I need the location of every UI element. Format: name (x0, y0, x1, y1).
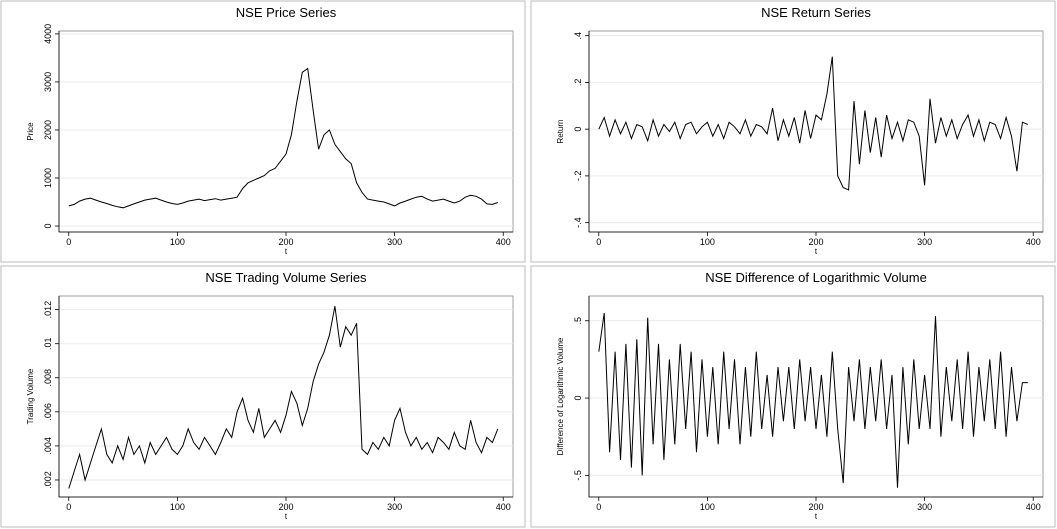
x-tick-label: 400 (1026, 237, 1041, 247)
y-tick-label: 0 (573, 127, 583, 132)
chart-title: NSE Trading Volume Series (205, 270, 367, 285)
panel: NSE Price Series 0 1000 2000 3000 4000 0 100 200… (0, 0, 526, 263)
x-tick-label: 400 (496, 502, 511, 512)
plot-area (588, 30, 1044, 233)
x-tick-label: 100 (700, 502, 715, 512)
y-tick-label: 1000 (43, 168, 53, 188)
y-tick-label: 0 (43, 224, 53, 229)
x-tick-label: 300 (917, 237, 932, 247)
x-tick-label: 300 (387, 237, 402, 247)
y-tick-label: .008 (43, 369, 53, 387)
x-tick-label: 0 (66, 237, 71, 247)
panel: NSE Trading Volume Series .002 .004 .006 .00… (0, 265, 526, 528)
x-axis-label: t (815, 512, 818, 521)
y-tick-label: 4000 (43, 24, 53, 44)
y-tick-label: .01 (43, 337, 53, 350)
y-tick-label: .002 (43, 471, 53, 489)
y-tick-label: 0 (573, 396, 583, 401)
x-tick-label: 100 (700, 237, 715, 247)
panel: NSE Return Series -.4 -.2 0 .2 .4 0 100 200 300 40… (530, 0, 1056, 263)
x-tick-label: 100 (170, 502, 185, 512)
plot-area (58, 295, 514, 498)
y-tick-label: 3000 (43, 72, 53, 92)
x-axis-label: t (285, 247, 288, 256)
y-axis-label: Return (556, 119, 565, 143)
data-line (598, 312, 1028, 488)
y-axis-label: Difference of Logarithmic Volume (556, 337, 565, 455)
plot-area (58, 30, 514, 233)
y-axis-label: Trading Volume (26, 368, 35, 424)
x-tick-label: 300 (387, 502, 402, 512)
y-tick-label: -.2 (573, 171, 583, 182)
panel: NSE Difference of Logarithmic Volume -.5 0… (530, 265, 1056, 528)
y-tick-label: .004 (43, 437, 53, 455)
x-tick-label: 100 (170, 237, 185, 247)
y-tick-label: .006 (43, 403, 53, 421)
y-axis-label: Price (26, 122, 35, 141)
y-tick-label: .2 (573, 79, 583, 87)
chart-title: NSE Price Series (236, 5, 337, 20)
plot-area (588, 295, 1044, 498)
data-line (68, 67, 498, 209)
y-tick-label: -.5 (573, 470, 583, 481)
x-axis-label: t (285, 512, 288, 521)
chart-title: NSE Return Series (761, 5, 871, 20)
y-tick-label: 2000 (43, 120, 53, 140)
x-tick-label: 200 (278, 502, 293, 512)
y-tick-label: .5 (573, 317, 583, 325)
x-axis-label: t (815, 247, 818, 256)
x-tick-label: 0 (596, 502, 601, 512)
x-tick-label: 200 (278, 237, 293, 247)
x-tick-label: 400 (1026, 502, 1041, 512)
y-tick-label: .012 (43, 301, 53, 319)
data-line (598, 56, 1028, 191)
x-tick-label: 200 (808, 502, 823, 512)
x-tick-label: 400 (496, 237, 511, 247)
y-tick-label: .4 (573, 32, 583, 40)
y-tick-label: -.4 (573, 217, 583, 228)
x-tick-label: 200 (808, 237, 823, 247)
x-tick-label: 0 (66, 502, 71, 512)
x-tick-label: 300 (917, 502, 932, 512)
chart-title: NSE Difference of Logarithmic Volume (705, 270, 927, 285)
x-tick-label: 0 (596, 237, 601, 247)
data-line (68, 306, 499, 489)
